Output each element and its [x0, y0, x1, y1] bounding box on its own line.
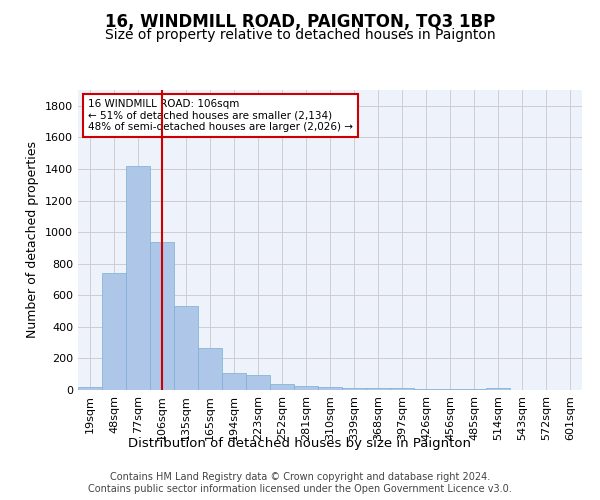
Bar — [462, 389, 486, 390]
Bar — [366, 388, 390, 390]
Text: Distribution of detached houses by size in Paignton: Distribution of detached houses by size … — [128, 438, 472, 450]
Y-axis label: Number of detached properties: Number of detached properties — [26, 142, 40, 338]
Bar — [294, 386, 318, 390]
Bar — [150, 242, 174, 390]
Bar — [390, 388, 414, 390]
Text: Size of property relative to detached houses in Paignton: Size of property relative to detached ho… — [104, 28, 496, 42]
Bar — [126, 166, 150, 390]
Bar — [414, 388, 438, 390]
Text: 16 WINDMILL ROAD: 106sqm
← 51% of detached houses are smaller (2,134)
48% of sem: 16 WINDMILL ROAD: 106sqm ← 51% of detach… — [88, 99, 353, 132]
Bar — [318, 387, 342, 390]
Bar — [342, 388, 366, 390]
Text: Contains HM Land Registry data © Crown copyright and database right 2024.: Contains HM Land Registry data © Crown c… — [110, 472, 490, 482]
Bar — [174, 306, 198, 390]
Bar — [486, 388, 510, 390]
Bar — [438, 389, 462, 390]
Bar — [198, 348, 222, 390]
Bar — [222, 374, 246, 390]
Text: 16, WINDMILL ROAD, PAIGNTON, TQ3 1BP: 16, WINDMILL ROAD, PAIGNTON, TQ3 1BP — [105, 12, 495, 30]
Text: Contains public sector information licensed under the Open Government Licence v3: Contains public sector information licen… — [88, 484, 512, 494]
Bar — [270, 384, 294, 390]
Bar — [78, 386, 102, 390]
Bar — [246, 375, 270, 390]
Bar — [102, 273, 126, 390]
